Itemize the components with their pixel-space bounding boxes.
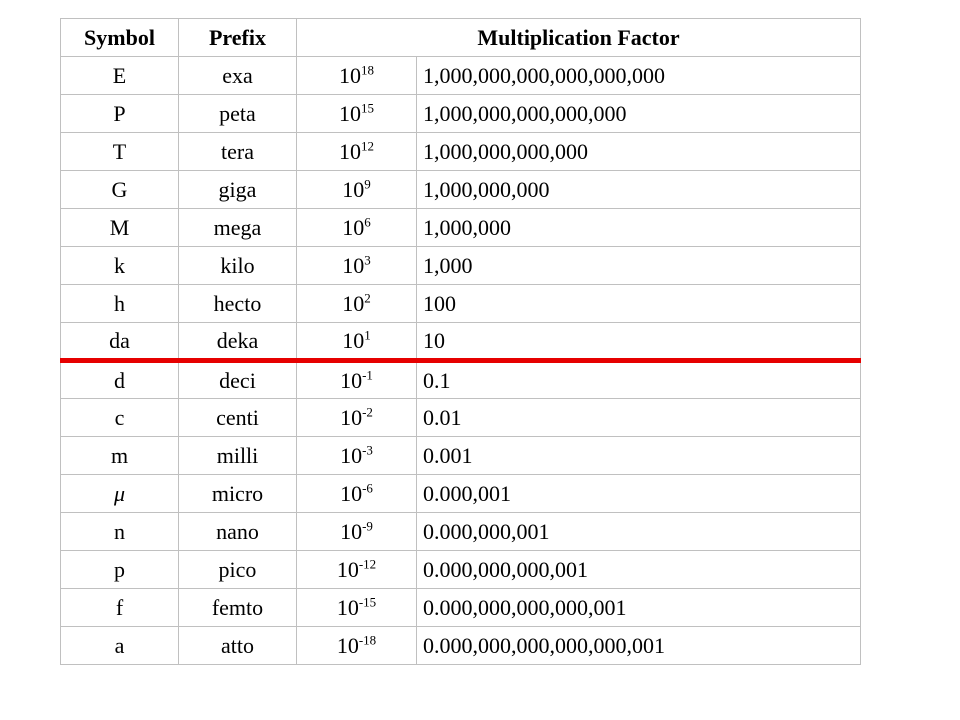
cell-exponent: 10-2 — [297, 399, 417, 437]
cell-symbol: d — [61, 361, 179, 399]
cell-exponent: 10-3 — [297, 437, 417, 475]
table-row: M mega 106 1,000,000 — [61, 209, 861, 247]
cell-symbol: M — [61, 209, 179, 247]
cell-decimal: 1,000,000,000,000,000,000 — [417, 57, 861, 95]
cell-symbol: n — [61, 513, 179, 551]
table-row: h hecto 102 100 — [61, 285, 861, 323]
cell-decimal: 0.01 — [417, 399, 861, 437]
cell-decimal: 0.001 — [417, 437, 861, 475]
cell-exponent: 10-9 — [297, 513, 417, 551]
table-row: a atto 10-18 0.000,000,000,000,000,001 — [61, 627, 861, 665]
col-header-symbol: Symbol — [61, 19, 179, 57]
cell-decimal: 0.1 — [417, 361, 861, 399]
table: Symbol Prefix Multiplication Factor E ex… — [60, 18, 861, 665]
cell-decimal: 1,000,000 — [417, 209, 861, 247]
cell-symbol: E — [61, 57, 179, 95]
cell-symbol: a — [61, 627, 179, 665]
cell-symbol: da — [61, 323, 179, 361]
cell-decimal: 0.000,000,000,000,000,001 — [417, 627, 861, 665]
cell-exponent: 102 — [297, 285, 417, 323]
table-row: G giga 109 1,000,000,000 — [61, 171, 861, 209]
table-row: P peta 1015 1,000,000,000,000,000 — [61, 95, 861, 133]
table-row: d deci 10-1 0.1 — [61, 361, 861, 399]
cell-symbol: c — [61, 399, 179, 437]
cell-exponent: 106 — [297, 209, 417, 247]
cell-symbol: p — [61, 551, 179, 589]
cell-symbol: k — [61, 247, 179, 285]
cell-exponent: 10-18 — [297, 627, 417, 665]
table-row: c centi 10-2 0.01 — [61, 399, 861, 437]
cell-prefix: nano — [179, 513, 297, 551]
table-row: T tera 1012 1,000,000,000,000 — [61, 133, 861, 171]
cell-decimal: 1,000 — [417, 247, 861, 285]
cell-prefix: micro — [179, 475, 297, 513]
cell-prefix: deka — [179, 323, 297, 361]
cell-decimal: 10 — [417, 323, 861, 361]
table-row: m milli 10-3 0.001 — [61, 437, 861, 475]
cell-decimal: 100 — [417, 285, 861, 323]
cell-decimal: 1,000,000,000,000 — [417, 133, 861, 171]
col-header-prefix: Prefix — [179, 19, 297, 57]
cell-symbol: m — [61, 437, 179, 475]
col-header-factor: Multiplication Factor — [297, 19, 861, 57]
cell-symbol: f — [61, 589, 179, 627]
cell-decimal: 0.000,001 — [417, 475, 861, 513]
cell-decimal: 1,000,000,000,000,000 — [417, 95, 861, 133]
cell-symbol: μ — [61, 475, 179, 513]
cell-prefix: pico — [179, 551, 297, 589]
cell-symbol: T — [61, 133, 179, 171]
table-row: da deka 101 10 — [61, 323, 861, 361]
cell-prefix: peta — [179, 95, 297, 133]
cell-exponent: 1018 — [297, 57, 417, 95]
cell-exponent: 10-12 — [297, 551, 417, 589]
cell-prefix: mega — [179, 209, 297, 247]
cell-decimal: 0.000,000,001 — [417, 513, 861, 551]
cell-exponent: 1015 — [297, 95, 417, 133]
si-prefix-table: Symbol Prefix Multiplication Factor E ex… — [60, 18, 860, 665]
table-row: n nano 10-9 0.000,000,001 — [61, 513, 861, 551]
cell-prefix: centi — [179, 399, 297, 437]
table-header-row: Symbol Prefix Multiplication Factor — [61, 19, 861, 57]
cell-prefix: femto — [179, 589, 297, 627]
cell-prefix: hecto — [179, 285, 297, 323]
cell-exponent: 10-6 — [297, 475, 417, 513]
cell-prefix: deci — [179, 361, 297, 399]
cell-decimal: 1,000,000,000 — [417, 171, 861, 209]
cell-prefix: giga — [179, 171, 297, 209]
cell-prefix: milli — [179, 437, 297, 475]
cell-decimal: 0.000,000,000,001 — [417, 551, 861, 589]
cell-prefix: atto — [179, 627, 297, 665]
table-row: f femto 10-15 0.000,000,000,000,001 — [61, 589, 861, 627]
cell-exponent: 103 — [297, 247, 417, 285]
cell-exponent: 1012 — [297, 133, 417, 171]
cell-prefix: exa — [179, 57, 297, 95]
cell-symbol: G — [61, 171, 179, 209]
cell-exponent: 10-15 — [297, 589, 417, 627]
cell-prefix: kilo — [179, 247, 297, 285]
cell-prefix: tera — [179, 133, 297, 171]
cell-symbol: P — [61, 95, 179, 133]
cell-exponent: 10-1 — [297, 361, 417, 399]
cell-exponent: 109 — [297, 171, 417, 209]
table-row: E exa 1018 1,000,000,000,000,000,000 — [61, 57, 861, 95]
cell-symbol: h — [61, 285, 179, 323]
table-row: μ micro 10-6 0.000,001 — [61, 475, 861, 513]
table-row: k kilo 103 1,000 — [61, 247, 861, 285]
table-row: p pico 10-12 0.000,000,000,001 — [61, 551, 861, 589]
cell-exponent: 101 — [297, 323, 417, 361]
cell-decimal: 0.000,000,000,000,001 — [417, 589, 861, 627]
